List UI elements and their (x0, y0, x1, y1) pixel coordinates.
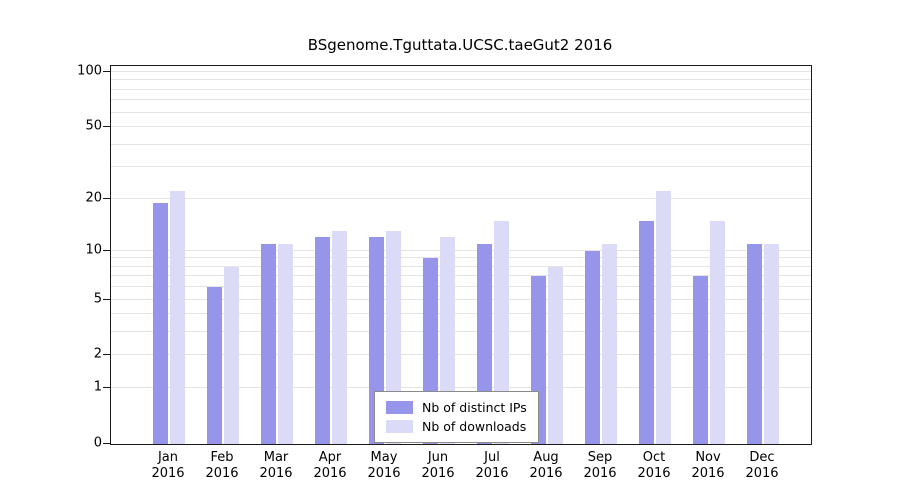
legend-label: Nb of downloads (422, 419, 527, 434)
grid-line (111, 166, 811, 168)
bar-distinct-ips (207, 287, 222, 444)
grid-line (111, 313, 811, 315)
grid-line (111, 79, 811, 81)
x-tick-year: 2016 (313, 466, 347, 481)
y-tick-label: 0 (93, 435, 102, 451)
bar-downloads (170, 191, 185, 444)
bar-distinct-ips (747, 243, 762, 444)
bar-downloads (764, 243, 779, 444)
x-tick-year: 2016 (745, 466, 779, 481)
bar-distinct-ips (585, 250, 600, 444)
y-tick-label: 1 (93, 379, 102, 395)
bar-downloads (278, 243, 293, 444)
x-tick-month: Jan (157, 450, 179, 465)
x-tick-year: 2016 (583, 466, 617, 481)
y-tick-label: 100 (77, 63, 102, 79)
grid-line (111, 197, 811, 199)
x-tick-month: May (370, 450, 398, 465)
x-tick-month: Sep (587, 450, 613, 465)
bar-distinct-ips (153, 202, 168, 444)
bar-downloads (548, 266, 563, 444)
legend-swatch (386, 420, 413, 433)
plot-area (110, 65, 812, 445)
grid-line (111, 126, 811, 128)
y-tick-mark (103, 197, 110, 199)
grid-line (111, 265, 811, 267)
legend-swatch (386, 401, 413, 414)
legend-label: Nb of distinct IPs (422, 400, 527, 415)
x-tick-month: Feb (210, 450, 234, 465)
grid-line (111, 298, 811, 300)
x-tick-month: Dec (749, 450, 775, 465)
x-tick-year: 2016 (691, 466, 725, 481)
y-tick-mark (103, 443, 110, 444)
y-tick-label: 50 (85, 118, 102, 134)
bar-downloads (224, 266, 239, 444)
grid-line (111, 331, 811, 333)
x-tick-year: 2016 (367, 466, 401, 481)
grid-line (111, 143, 811, 145)
bar-downloads (494, 220, 509, 444)
x-tick-month: Apr (318, 450, 342, 465)
grid-line (111, 354, 811, 356)
chart-title: BSgenome.Tguttata.UCSC.taeGut2 2016 (307, 36, 613, 54)
grid-line (111, 99, 811, 101)
x-tick-month: Jun (427, 450, 449, 465)
y-tick-mark (103, 354, 110, 356)
x-tick-year: 2016 (475, 466, 509, 481)
x-tick-year: 2016 (637, 466, 671, 481)
y-tick-mark (103, 126, 110, 128)
grid-line (111, 111, 811, 113)
x-tick-year: 2016 (205, 466, 239, 481)
grid-line (111, 286, 811, 288)
x-tick-year: 2016 (151, 466, 185, 481)
bar-downloads (602, 243, 617, 444)
bar-distinct-ips (639, 220, 654, 444)
y-tick-mark (103, 298, 110, 300)
x-tick-month: Oct (642, 450, 666, 465)
bar-downloads (710, 220, 725, 444)
bar-downloads (386, 231, 401, 444)
y-tick-mark (103, 71, 110, 72)
y-tick-mark (103, 249, 110, 251)
bar-distinct-ips (315, 237, 330, 444)
grid-line (111, 257, 811, 259)
x-tick-year: 2016 (421, 466, 455, 481)
bar-downloads (656, 191, 671, 444)
grid-line (111, 88, 811, 90)
legend-entry: Nb of distinct IPs (386, 398, 527, 417)
grid-line (111, 71, 811, 72)
bar-downloads (332, 231, 347, 444)
x-tick-year: 2016 (529, 466, 563, 481)
legend-entry: Nb of downloads (386, 417, 527, 436)
grid-line (111, 387, 811, 389)
x-tick-month: Jul (484, 450, 500, 465)
y-tick-label: 2 (93, 346, 102, 362)
y-tick-label: 5 (93, 291, 102, 307)
x-tick-year: 2016 (259, 466, 293, 481)
y-tick-label: 10 (85, 242, 102, 258)
bar-distinct-ips (693, 276, 708, 444)
y-tick-label: 20 (85, 190, 102, 206)
x-tick-month: Mar (263, 450, 289, 465)
legend: Nb of distinct IPs Nb of downloads (374, 391, 539, 443)
y-tick-mark (103, 387, 110, 389)
x-tick-month: Aug (533, 450, 559, 465)
x-tick-month: Nov (695, 450, 721, 465)
grid-line (111, 275, 811, 277)
bar-distinct-ips (261, 243, 276, 444)
grid-line (111, 249, 811, 251)
